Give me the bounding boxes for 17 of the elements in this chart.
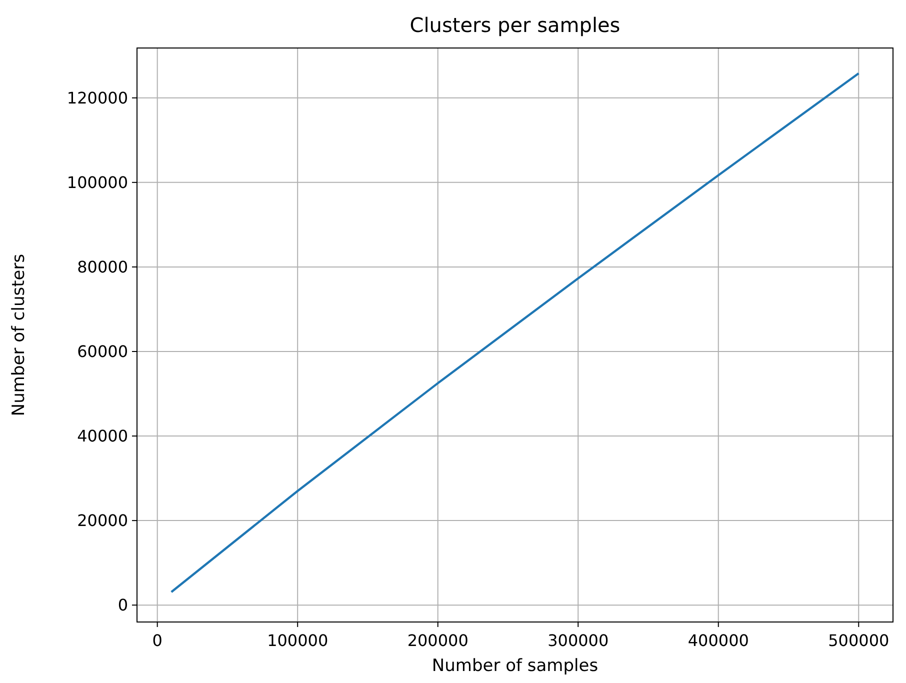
y-tick-label: 20000 xyxy=(77,511,128,530)
x-axis-title: Number of samples xyxy=(432,656,598,676)
x-tick-label: 500000 xyxy=(828,631,890,650)
y-tick-label: 80000 xyxy=(77,258,128,277)
y-tick-label: 60000 xyxy=(77,342,128,362)
x-tick-label: 0 xyxy=(152,631,162,650)
y-tick-label: 0 xyxy=(118,596,128,615)
x-tick-label: 300000 xyxy=(548,631,609,650)
x-tick-label: 100000 xyxy=(267,631,328,650)
chart-title: Clusters per samples xyxy=(410,13,620,37)
y-tick-label: 40000 xyxy=(77,426,128,446)
x-tick-label: 200000 xyxy=(407,631,468,650)
line-series xyxy=(170,72,860,594)
x-tick-label: 400000 xyxy=(688,631,749,650)
y-axis-title: Number of clusters xyxy=(9,254,29,416)
y-tick-label: 100000 xyxy=(66,173,128,192)
y-tick-label: 120000 xyxy=(66,88,128,108)
